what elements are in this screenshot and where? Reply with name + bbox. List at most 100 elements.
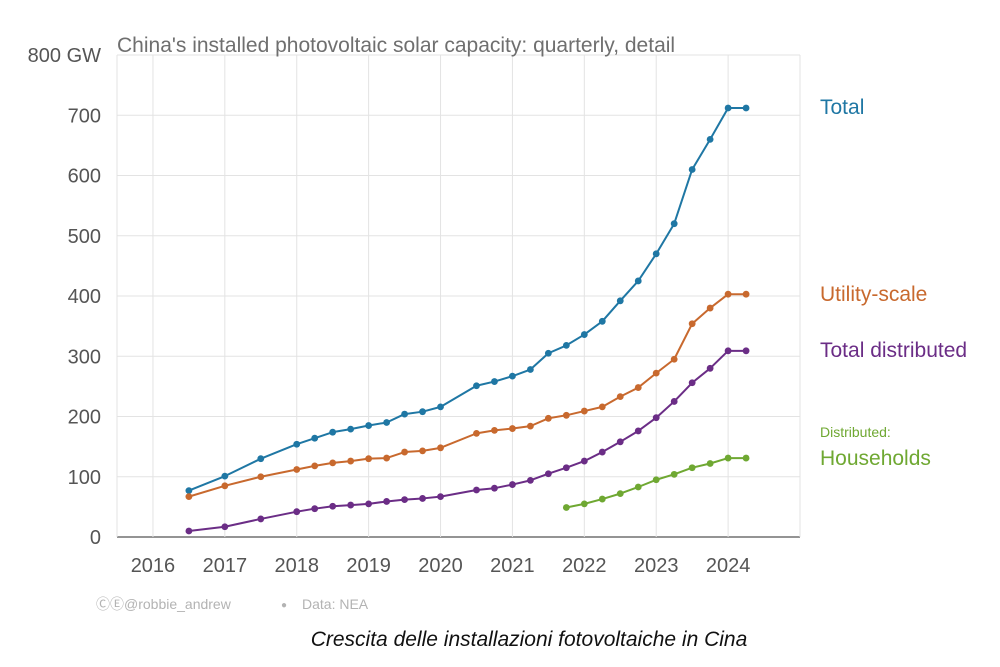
x-tick-label: 2018 (274, 555, 319, 577)
series-label: Utility-scale (820, 283, 927, 306)
data-point (742, 454, 750, 462)
data-point (185, 487, 193, 495)
data-point (706, 460, 714, 467)
data-point (562, 342, 570, 349)
series-labels: Total Utility-scale Total distributed Distr… (820, 96, 967, 470)
data-point (257, 455, 265, 463)
data-point (526, 366, 534, 373)
series-total (185, 104, 750, 495)
data-point (616, 490, 624, 498)
series-label: Total distributed (820, 339, 967, 362)
data-point (598, 495, 606, 503)
x-tick-label: 2020 (418, 555, 463, 577)
footer-source: Data: NEA (302, 596, 369, 612)
data-point (616, 393, 624, 401)
data-point (419, 495, 426, 502)
data-point (221, 523, 229, 531)
y-tick-label: 800 GW (28, 45, 101, 67)
data-point (742, 347, 750, 355)
data-point (688, 379, 696, 387)
data-point (724, 454, 732, 462)
data-point (670, 220, 678, 228)
data-point (526, 422, 534, 430)
data-point (347, 425, 355, 433)
data-point (491, 484, 498, 492)
data-point (491, 426, 498, 434)
data-point (419, 447, 426, 455)
series-label: Households (820, 447, 931, 470)
data-point (706, 304, 714, 312)
data-point (598, 403, 606, 411)
data-point (401, 496, 408, 504)
data-point (580, 331, 588, 338)
data-point (562, 411, 570, 419)
y-tick-label: 300 (68, 346, 101, 368)
data-point (437, 493, 444, 501)
data-point (652, 476, 660, 484)
data-point (365, 500, 373, 508)
data-point (437, 444, 444, 452)
data-point (383, 454, 391, 462)
data-point (562, 504, 570, 511)
data-point (293, 508, 301, 516)
data-point (580, 457, 588, 465)
data-point (329, 502, 337, 510)
x-tick-label: 2024 (706, 555, 751, 577)
data-point (473, 486, 480, 494)
data-point (329, 428, 337, 436)
footer-separator: ● (281, 600, 287, 611)
data-point (598, 448, 606, 456)
caption: Crescita delle installazioni fotovoltaic… (0, 628, 1000, 652)
data-point (616, 438, 624, 446)
data-point (580, 407, 588, 415)
data-point (509, 425, 516, 432)
footer: ⒸⒺ@robbie_andrew ● Data: NEA (96, 596, 369, 612)
data-point (742, 104, 750, 112)
data-point (598, 317, 606, 325)
data-point (509, 481, 516, 488)
data-point (634, 384, 642, 391)
data-point (544, 414, 552, 422)
data-point (724, 290, 732, 298)
data-point (634, 427, 642, 435)
data-point (221, 472, 229, 480)
data-point (580, 500, 588, 508)
data-point (670, 355, 678, 363)
data-point (670, 470, 678, 478)
data-point (221, 482, 229, 490)
y-tick-label: 100 (68, 467, 101, 489)
data-point (257, 473, 265, 481)
data-point (383, 419, 391, 426)
series-line (188, 349, 747, 532)
data-point (293, 440, 301, 448)
data-point (473, 429, 480, 437)
footer-credit: ⒸⒺ@robbie_andrew (96, 596, 232, 612)
data-point (401, 410, 408, 418)
series-label: Total (820, 96, 864, 119)
data-point (311, 434, 319, 442)
series-group (185, 104, 750, 535)
series-total-distributed (185, 347, 750, 535)
series-label-prefix: Distributed: (820, 424, 891, 440)
data-point (329, 459, 337, 467)
data-point (706, 364, 714, 372)
data-point (257, 515, 265, 523)
y-tick-label: 400 (68, 286, 101, 308)
data-point (365, 455, 373, 463)
data-point (652, 369, 660, 377)
data-point (724, 347, 732, 355)
data-point (724, 104, 732, 112)
y-tick-label: 200 (68, 407, 101, 429)
data-point (419, 408, 426, 416)
data-point (347, 457, 355, 465)
data-point (293, 466, 301, 473)
data-point (616, 297, 624, 305)
data-point (544, 349, 552, 357)
data-point (544, 470, 552, 478)
caption-text: Crescita delle installazioni fotovoltaic… (310, 628, 748, 651)
x-tick-label: 2016 (131, 555, 176, 577)
data-point (634, 277, 642, 285)
grid (116, 54, 801, 538)
y-tick-label: 600 (68, 166, 101, 188)
data-point (562, 464, 570, 472)
